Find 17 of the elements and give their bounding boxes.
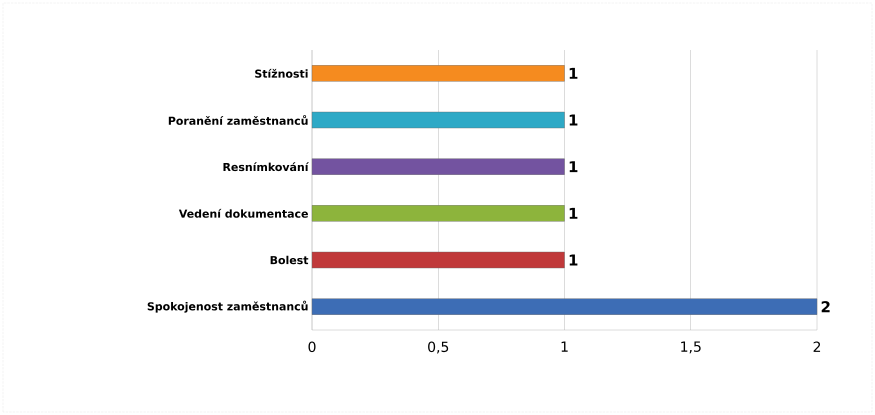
y-tick-label: Vedení dokumentace — [178, 208, 308, 218]
x-tick-label: 0 — [308, 342, 316, 352]
y-tick-label: Bolest — [270, 256, 308, 264]
data-label: 1 — [570, 254, 578, 266]
x-tick-label: 1,5 — [681, 342, 701, 354]
y-tick-label: Spokojenost zaměstnanců — [148, 300, 308, 313]
x-tick-label: 1 — [562, 342, 568, 352]
data-label: 2 — [822, 301, 830, 312]
data-label: 1 — [570, 114, 578, 126]
data-label: 1 — [570, 208, 578, 219]
y-tick-label: Resnímkování — [223, 162, 309, 172]
y-tick-label: Poranění zaměstnanců — [168, 115, 308, 125]
data-label: 1 — [570, 68, 578, 79]
x-tick-label: 2 — [814, 342, 820, 352]
data-label: 1 — [570, 161, 578, 172]
y-tick-label: Stížnosti — [255, 68, 308, 78]
x-tick-label: 0,5 — [428, 342, 448, 354]
